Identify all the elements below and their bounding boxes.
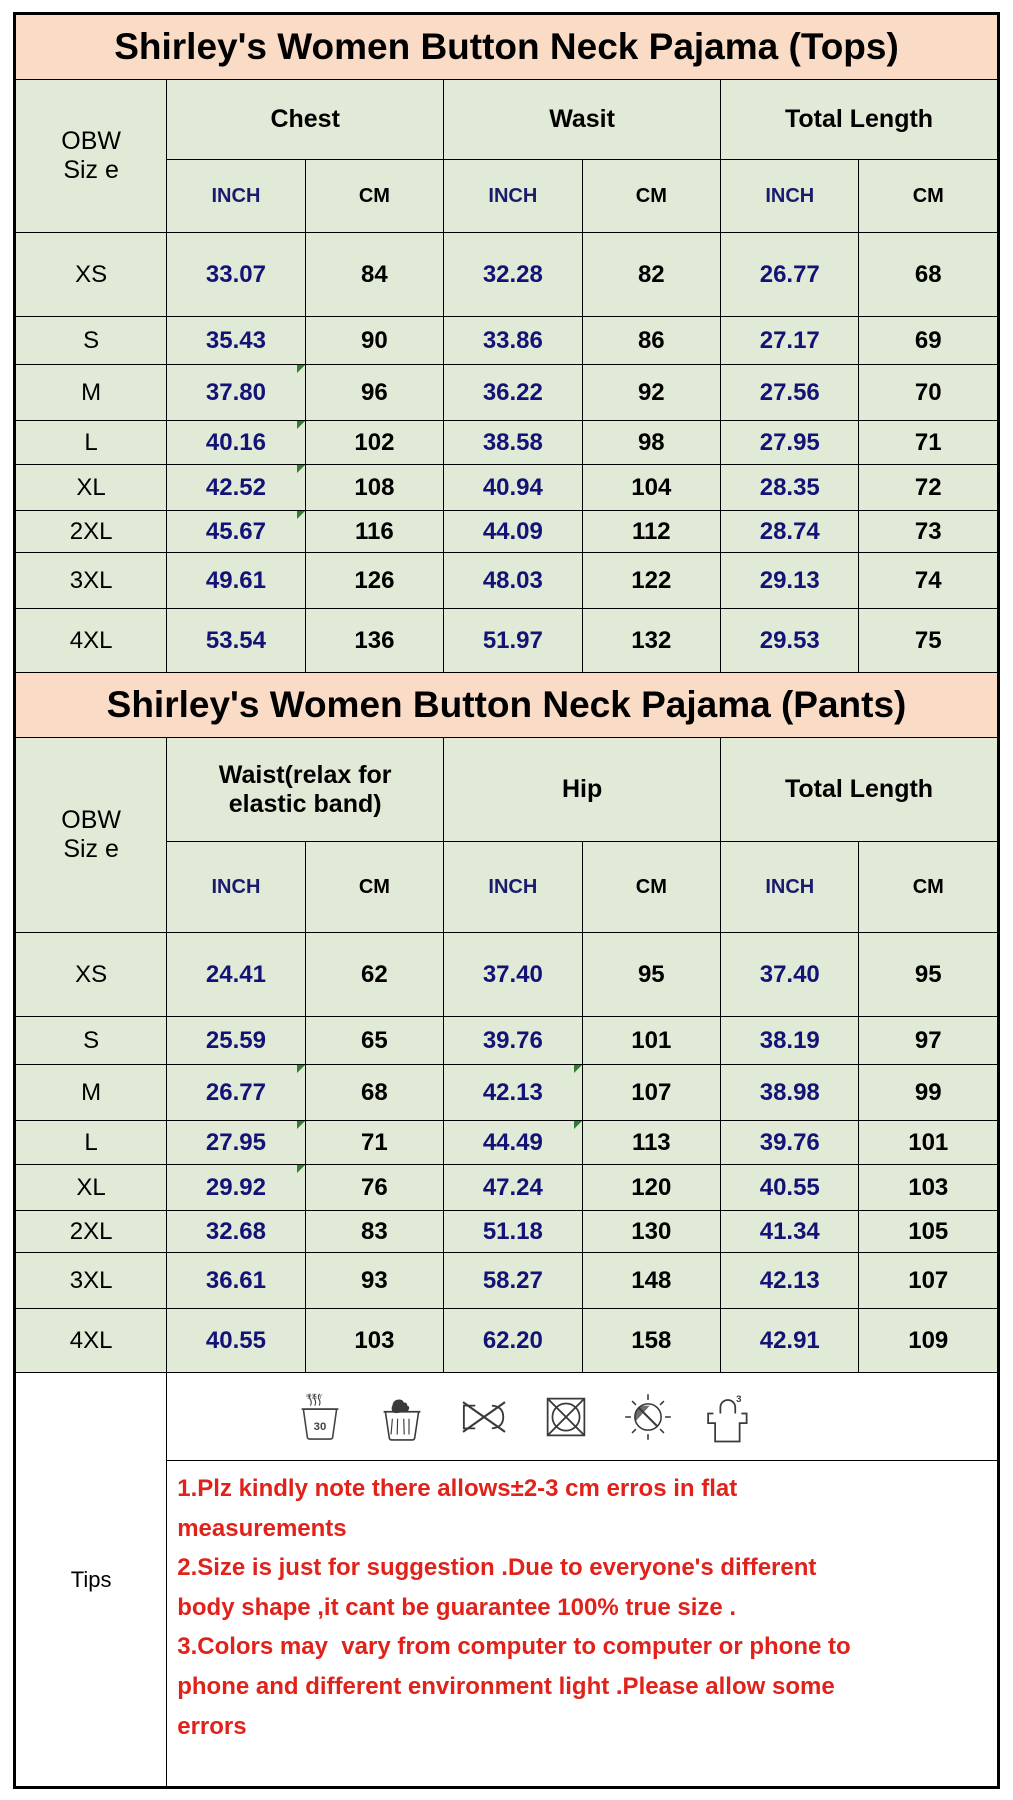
svg-text:3: 3 bbox=[736, 1394, 741, 1405]
svg-text:イ: イ bbox=[318, 1394, 324, 1400]
svg-text:30: 30 bbox=[314, 1421, 327, 1433]
svg-text:手洗: 手洗 bbox=[306, 1392, 318, 1400]
